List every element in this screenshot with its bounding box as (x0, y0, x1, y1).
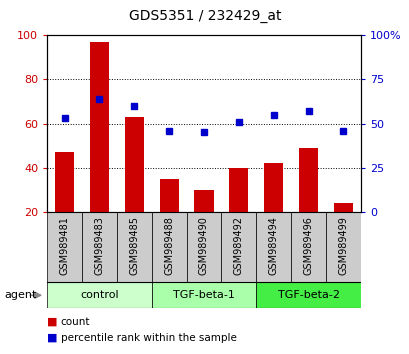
Bar (256, 282, 360, 308)
Text: percentile rank within the sample: percentile rank within the sample (61, 333, 236, 343)
Bar (47, 282, 151, 308)
Text: GSM989499: GSM989499 (337, 216, 348, 275)
Bar (90, 42, 109, 212)
Bar (263, 163, 283, 212)
Bar (159, 179, 178, 212)
Text: GSM989488: GSM989488 (164, 216, 174, 275)
Text: control: control (80, 290, 119, 300)
Bar (221, 212, 256, 282)
Bar (55, 152, 74, 212)
Text: GSM989485: GSM989485 (129, 216, 139, 275)
Bar (47, 212, 82, 282)
Bar (325, 212, 360, 282)
Bar (256, 212, 290, 282)
Text: GSM989481: GSM989481 (59, 216, 70, 275)
Bar (117, 212, 151, 282)
Bar (82, 212, 117, 282)
Text: TGF-beta-2: TGF-beta-2 (277, 290, 339, 300)
Bar (298, 148, 317, 212)
Bar (151, 212, 186, 282)
Text: GSM989496: GSM989496 (303, 216, 313, 275)
Bar (333, 203, 352, 212)
Bar (194, 190, 213, 212)
Text: agent: agent (4, 290, 36, 300)
Bar (290, 212, 325, 282)
Text: GDS5351 / 232429_at: GDS5351 / 232429_at (128, 9, 281, 23)
Bar (186, 212, 221, 282)
Bar (151, 282, 256, 308)
Text: TGF-beta-1: TGF-beta-1 (173, 290, 234, 300)
Text: GSM989492: GSM989492 (233, 216, 243, 275)
Text: GSM989483: GSM989483 (94, 216, 104, 275)
Bar (229, 167, 248, 212)
Text: ■: ■ (47, 333, 58, 343)
Text: GSM989494: GSM989494 (268, 216, 278, 275)
Text: count: count (61, 317, 90, 327)
Text: GSM989490: GSM989490 (198, 216, 209, 275)
Text: ■: ■ (47, 317, 58, 327)
Bar (124, 117, 144, 212)
